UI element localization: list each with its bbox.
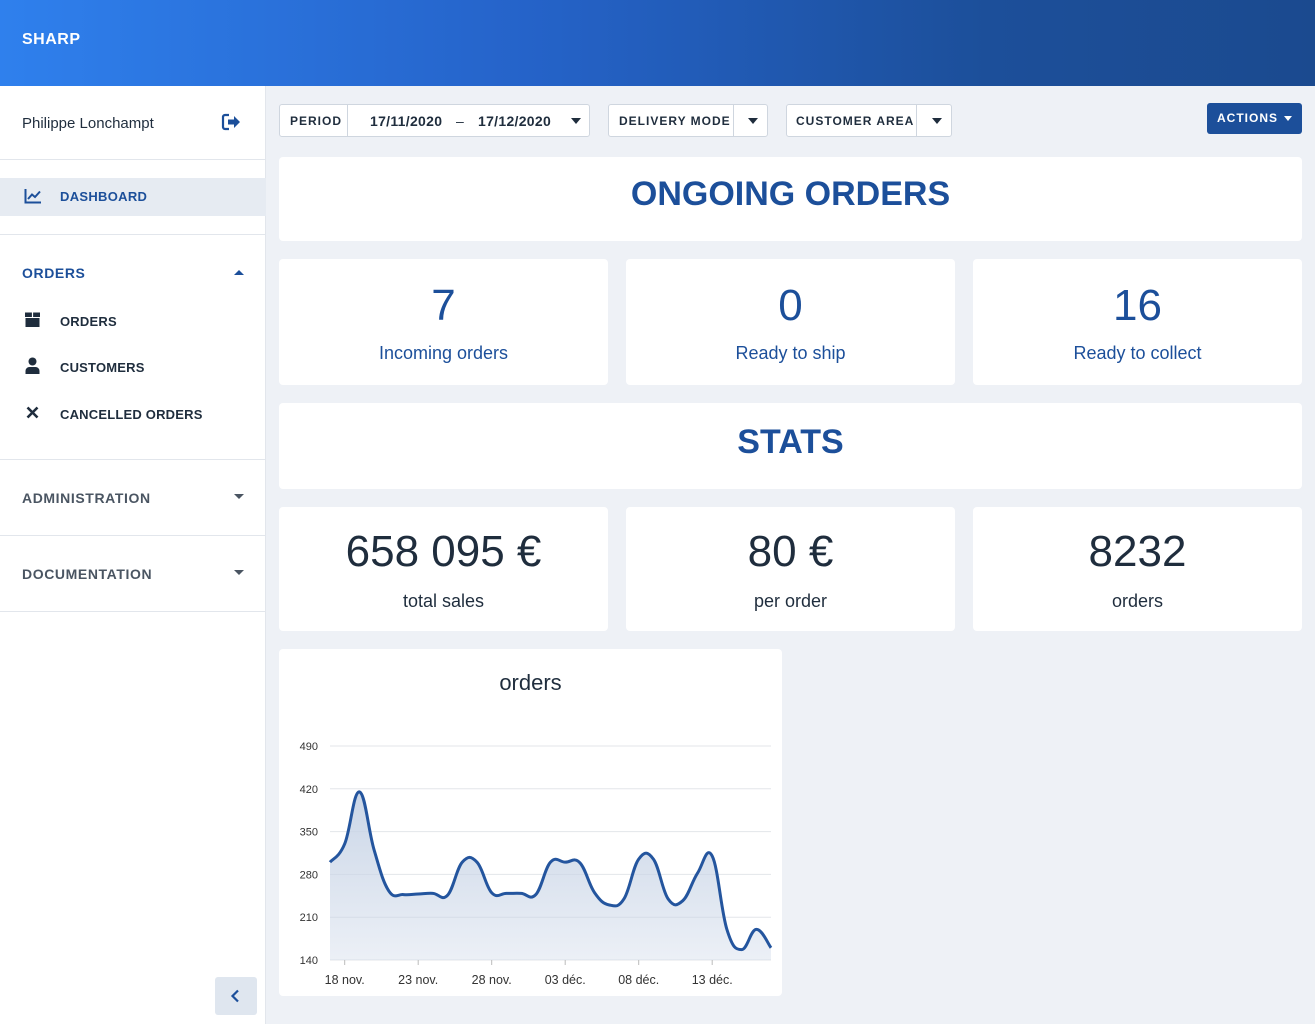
x-tick-label: 13 déc. xyxy=(692,973,733,987)
chevron-down-icon[interactable] xyxy=(748,118,758,124)
sidebar-item-customers[interactable]: CUSTOMERS xyxy=(0,352,266,382)
sidebar-item-orders[interactable]: ORDERS xyxy=(0,306,266,336)
stat-card-per-order: 80 € per order xyxy=(626,507,955,631)
user-row: Philippe Lonchampt xyxy=(0,86,266,160)
chevron-down-icon[interactable] xyxy=(234,570,244,576)
top-bar: SHARP xyxy=(0,0,1315,86)
stat-card-incoming-orders[interactable]: 7 Incoming orders xyxy=(279,259,608,385)
sidebar-item-label: CUSTOMERS xyxy=(60,360,145,375)
brand-logo[interactable]: SHARP xyxy=(22,31,81,48)
stat-card-orders: 8232 orders xyxy=(973,507,1302,631)
section-title: STATS xyxy=(737,423,844,461)
sidebar-group-orders[interactable]: ORDERS xyxy=(22,265,86,281)
period-dash: – xyxy=(456,113,465,129)
stats-section: STATS xyxy=(279,403,1302,489)
y-tick-label: 210 xyxy=(300,912,318,924)
ongoing-orders-section: ONGOING ORDERS xyxy=(279,157,1302,241)
divider xyxy=(0,234,266,235)
y-tick-label: 350 xyxy=(300,827,318,839)
stat-value: 8232 xyxy=(1088,527,1187,576)
period-end-input[interactable]: 17/12/2020 xyxy=(478,113,552,129)
orders-series-line xyxy=(328,790,773,952)
delivery-mode-filter[interactable]: DELIVERY MODE xyxy=(608,104,768,137)
chevron-left-icon xyxy=(230,989,239,1003)
chevron-down-icon[interactable] xyxy=(234,494,244,500)
x-tick-label: 03 déc. xyxy=(545,973,586,987)
sidebar-group-documentation[interactable]: DOCUMENTATION xyxy=(22,566,153,582)
stat-value: 80 € xyxy=(747,527,834,576)
stat-label: per order xyxy=(753,591,828,611)
delivery-mode-filter-label: DELIVERY MODE xyxy=(619,114,731,128)
stat-value: 658 095 € xyxy=(345,527,542,576)
x-tick-label: 28 nov. xyxy=(472,973,512,987)
chart-line-icon xyxy=(24,189,41,204)
orders-chart-card: orders 140 210 280 350 420 490 18 nov. 23 nov.… xyxy=(279,649,782,996)
sidebar-item-label: ORDERS xyxy=(60,314,117,329)
close-icon xyxy=(26,406,39,419)
sidebar-group-administration[interactable]: ADMINISTRATION xyxy=(22,490,151,506)
customer-area-filter-label: CUSTOMER AREA xyxy=(796,114,915,128)
orders-area xyxy=(330,791,771,960)
stat-label: orders xyxy=(1111,591,1164,611)
stat-label: Ready to collect xyxy=(1073,343,1202,363)
y-tick-label: 280 xyxy=(300,869,318,881)
box-icon xyxy=(25,312,40,327)
filter-separator xyxy=(347,105,348,136)
stat-value: 7 xyxy=(431,281,456,330)
sidebar-item-cancelled-orders[interactable]: CANCELLED ORDERS xyxy=(0,399,266,429)
x-tick-label: 18 nov. xyxy=(325,973,365,987)
stat-card-total-sales: 658 095 € total sales xyxy=(279,507,608,631)
actions-button-label: ACTIONS xyxy=(1217,111,1278,125)
period-start-input[interactable]: 17/11/2020 xyxy=(370,113,443,129)
y-tick-label: 140 xyxy=(300,955,318,967)
divider xyxy=(0,459,266,460)
orders-chart: 140 210 280 350 420 490 18 nov. 23 nov. 28 nov.… xyxy=(300,741,773,987)
period-filter-label: PERIOD xyxy=(290,114,343,128)
x-tick-label: 23 nov. xyxy=(398,973,438,987)
stat-card-ready-to-collect[interactable]: 16 Ready to collect xyxy=(973,259,1302,385)
stat-value: 16 xyxy=(1113,281,1162,330)
filter-separator xyxy=(733,105,734,136)
divider xyxy=(0,535,266,536)
actions-button[interactable]: ACTIONS xyxy=(1207,103,1302,134)
x-tick-label: 08 déc. xyxy=(618,973,659,987)
section-title: ONGOING ORDERS xyxy=(630,175,951,213)
chevron-down-icon xyxy=(1284,116,1292,121)
chevron-down-icon[interactable] xyxy=(571,118,581,124)
period-filter[interactable]: PERIOD 17/11/2020 – 17/12/2020 xyxy=(279,104,590,137)
stat-label: Ready to ship xyxy=(735,343,846,363)
stat-value: 0 xyxy=(778,281,803,330)
sidebar-item-label: CANCELLED ORDERS xyxy=(60,407,203,422)
y-tick-label: 420 xyxy=(300,784,318,796)
stat-label: total sales xyxy=(402,591,485,611)
customer-area-filter[interactable]: CUSTOMER AREA xyxy=(786,104,952,137)
sidebar-item-dashboard[interactable]: DASHBOARD xyxy=(0,178,266,216)
y-tick-label: 490 xyxy=(300,741,318,753)
logout-icon[interactable] xyxy=(221,113,241,131)
stat-label: Incoming orders xyxy=(378,343,509,363)
sidebar: Philippe Lonchampt DASHBOARD ORDERS ORDE… xyxy=(0,86,266,1024)
chevron-up-icon[interactable] xyxy=(234,269,244,275)
sidebar-item-label: DASHBOARD xyxy=(60,189,148,204)
stat-card-ready-to-ship[interactable]: 0 Ready to ship xyxy=(626,259,955,385)
user-icon xyxy=(25,357,40,374)
filter-separator xyxy=(916,105,917,136)
divider xyxy=(0,611,266,612)
chevron-down-icon[interactable] xyxy=(932,118,942,124)
collapse-sidebar-button[interactable] xyxy=(215,977,257,1015)
chart-title: orders xyxy=(499,670,562,695)
user-name: Philippe Lonchampt xyxy=(22,115,154,132)
